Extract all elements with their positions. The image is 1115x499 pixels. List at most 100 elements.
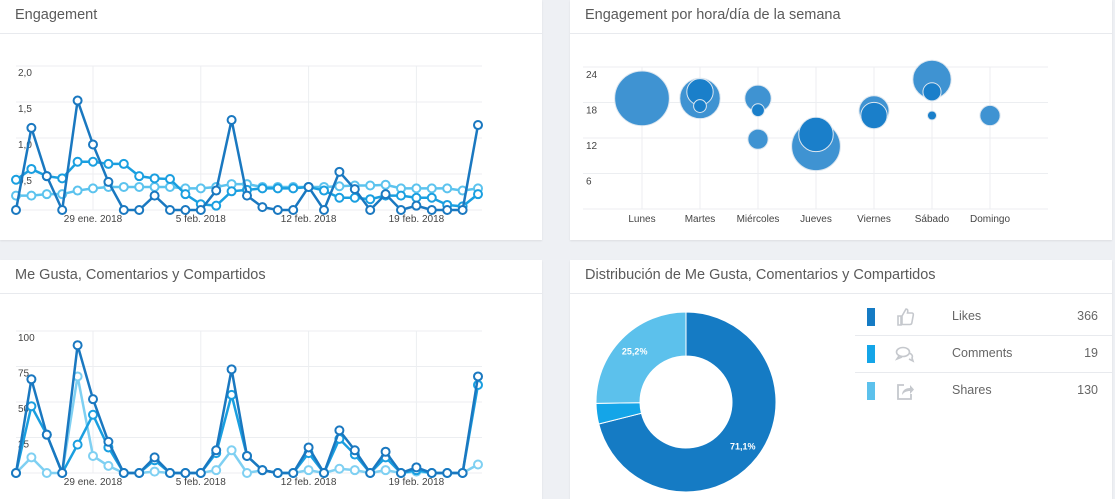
data-point <box>26 374 37 385</box>
data-point <box>57 205 68 215</box>
data-point <box>118 158 129 169</box>
data-point <box>411 192 422 203</box>
data-point <box>118 468 129 478</box>
data-point <box>303 465 314 476</box>
data-point <box>134 171 145 182</box>
data-point <box>11 468 21 478</box>
data-point <box>26 163 37 174</box>
x-tick-label: Miércoles <box>737 214 780 225</box>
panel-title: Engagement <box>0 0 542 34</box>
y-tick-label: 2,0 <box>18 68 32 79</box>
data-point <box>473 120 483 131</box>
slice-label: 71,1% <box>730 441 756 451</box>
data-point <box>242 468 252 478</box>
engagement-panel: Engagement 2,0 1,5 1,0 0,5 29 ene. 2018 5 feb… <box>0 0 542 240</box>
y-tick-label: 0,5 <box>18 176 32 187</box>
panel-title: Me Gusta, Comentarios y Compartidos <box>0 260 542 294</box>
data-point <box>396 190 406 201</box>
data-point <box>195 468 206 478</box>
data-point <box>288 205 299 215</box>
data-point <box>72 439 83 450</box>
donut-chart: 71,1% 25,2% <box>595 311 777 493</box>
y-tick-label: 1,0 <box>18 140 32 151</box>
data-point <box>165 174 175 185</box>
data-point <box>118 205 129 215</box>
legend-label: Comments <box>952 346 1013 360</box>
x-tick-label: 12 feb. 2018 <box>281 477 337 488</box>
data-point <box>442 205 453 215</box>
data-point <box>442 183 453 194</box>
data-point <box>149 190 160 201</box>
data-point <box>365 468 376 478</box>
data-point <box>88 450 98 461</box>
bubble <box>926 110 938 121</box>
y-tick-label: 25 <box>18 440 30 451</box>
comments-swatch <box>867 345 875 363</box>
data-point <box>103 158 114 169</box>
data-point <box>442 468 453 478</box>
data-point <box>165 181 175 192</box>
data-point <box>473 459 483 470</box>
engagement-chart: 2,0 1,5 1,0 0,5 29 ene. 2018 5 feb. 2018 12 fe… <box>11 65 483 225</box>
donut-slice <box>598 311 777 493</box>
data-point <box>57 468 68 478</box>
data-point <box>226 115 237 125</box>
bubble <box>922 82 942 102</box>
legend-value: 366 <box>1077 309 1098 323</box>
data-point <box>26 122 37 133</box>
legend-item-likes[interactable]: Likes 366 <box>855 298 1112 336</box>
data-point <box>257 202 268 213</box>
data-point <box>334 463 345 474</box>
data-point <box>41 189 52 200</box>
bubble <box>614 70 670 127</box>
legend-value: 130 <box>1077 383 1098 397</box>
x-tick-label: Viernes <box>857 214 891 225</box>
data-point <box>72 95 83 106</box>
data-point <box>26 452 37 463</box>
data-point <box>349 184 360 195</box>
data-point <box>41 468 52 478</box>
data-point <box>242 450 252 461</box>
thumbs-up-icon <box>897 308 915 326</box>
data-point <box>180 468 191 478</box>
distribution-panel: Distribución de Me Gusta, Comentarios y … <box>570 260 1112 499</box>
data-point <box>72 185 83 196</box>
bubble <box>747 128 769 150</box>
data-point <box>334 192 345 203</box>
data-point <box>103 176 114 187</box>
data-point <box>88 409 98 420</box>
data-point <box>149 181 160 192</box>
interactions-chart: 100 75 50 25 29 ene. 2018 5 feb. 2018 12 feb. … <box>11 330 483 488</box>
data-point <box>165 205 175 215</box>
legend-item-comments[interactable]: Comments 19 <box>855 335 1112 373</box>
legend-item-shares[interactable]: Shares 130 <box>855 372 1112 409</box>
data-point <box>11 205 21 215</box>
data-point <box>426 192 437 203</box>
bubble <box>979 104 1001 127</box>
data-point <box>134 468 145 478</box>
x-tick-label: Domingo <box>970 214 1010 225</box>
data-point <box>72 156 83 167</box>
data-point <box>303 181 314 192</box>
x-tick-label: 19 feb. 2018 <box>389 477 445 488</box>
bubble <box>798 116 834 153</box>
data-point <box>88 183 98 194</box>
data-point <box>272 468 283 478</box>
data-point <box>149 466 160 477</box>
x-tick-label: Martes <box>685 214 716 225</box>
x-tick-label: 29 ene. 2018 <box>64 477 123 488</box>
data-point <box>195 205 206 215</box>
data-point <box>272 183 283 194</box>
data-point <box>319 185 329 196</box>
data-point <box>103 436 114 447</box>
comments-icon <box>895 346 915 363</box>
data-point <box>149 173 160 184</box>
y-tick-label: 18 <box>586 106 598 117</box>
data-point <box>11 174 21 185</box>
y-tick-label: 24 <box>586 70 598 81</box>
x-tick-label: 12 feb. 2018 <box>281 214 337 225</box>
shares-swatch <box>867 382 875 400</box>
data-point <box>226 445 237 456</box>
data-point <box>41 429 52 440</box>
data-point <box>165 468 175 478</box>
